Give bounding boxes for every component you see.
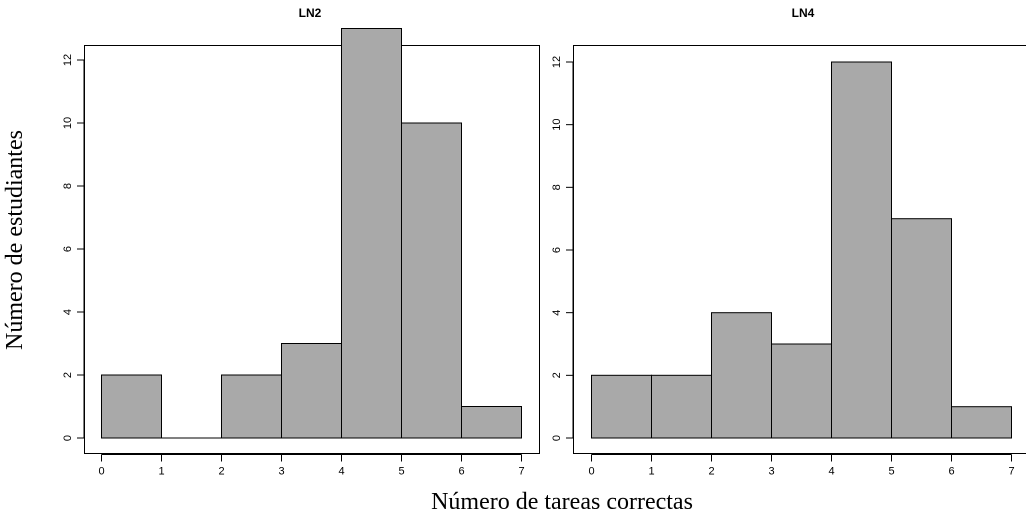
bars-ln2 — [101, 28, 522, 439]
x-tick-label: 5 — [398, 466, 404, 478]
x-tick-label: 6 — [948, 466, 954, 478]
x-tick-label: 4 — [338, 466, 344, 478]
y-tick-label: 10 — [551, 119, 563, 131]
y-tick-label: 8 — [62, 183, 74, 189]
x-tick-label: 0 — [98, 466, 104, 478]
x-tick-label: 6 — [458, 466, 464, 478]
histogram-bar — [461, 406, 522, 439]
x-axis-ln4: 0 1 2 3 4 5 6 7 — [588, 454, 1015, 478]
histogram-bar — [101, 374, 162, 439]
x-axis-ln2: 0 1 2 3 4 5 6 7 — [98, 454, 525, 478]
y-tick-label: 2 — [62, 372, 74, 378]
x-tick-label: 2 — [708, 466, 714, 478]
x-tick-label: 1 — [158, 466, 164, 478]
histogram-bar — [771, 343, 832, 439]
histogram-bar — [951, 406, 1012, 439]
x-tick-label: 4 — [828, 466, 834, 478]
histogram-bar — [281, 343, 342, 439]
histogram-bar — [831, 61, 892, 439]
histogram-bar — [711, 312, 772, 439]
y-tick-label: 12 — [62, 54, 74, 66]
y-axis-label: Número de estudiantes — [2, 130, 28, 350]
y-tick-label: 0 — [551, 435, 563, 441]
x-tick-label: 7 — [518, 466, 524, 478]
x-tick-label: 2 — [218, 466, 224, 478]
y-tick-label: 2 — [551, 372, 563, 378]
histogram-bar — [651, 374, 712, 439]
y-tick-label: 10 — [62, 117, 74, 129]
bars-ln4 — [591, 61, 1012, 439]
histogram-bar — [401, 122, 462, 439]
y-tick-label: 8 — [551, 184, 563, 190]
histogram-bar — [341, 28, 402, 439]
x-tick-label: 3 — [278, 466, 284, 478]
x-axis-label: Número de tareas correctas — [431, 489, 693, 515]
x-tick-label: 5 — [888, 466, 894, 478]
x-tick-label: 7 — [1008, 466, 1014, 478]
y-tick-label: 0 — [62, 435, 74, 441]
y-tick-label: 6 — [551, 247, 563, 253]
y-tick-label: 4 — [551, 310, 563, 316]
x-tick-label: 0 — [588, 466, 594, 478]
y-axis-ln2: 0 2 4 6 8 10 12 — [62, 54, 85, 441]
x-tick-label: 1 — [648, 466, 654, 478]
panel-title: LN2 — [299, 6, 322, 20]
x-tick-label: 3 — [768, 466, 774, 478]
y-tick-label: 12 — [551, 56, 563, 68]
histogram-bar — [591, 374, 652, 439]
y-axis-ln4: 0 2 4 6 8 10 12 — [551, 56, 574, 441]
y-tick-label: 4 — [62, 309, 74, 315]
y-tick-label: 6 — [62, 246, 74, 252]
histogram-bar — [891, 218, 952, 439]
panel-title: LN4 — [792, 6, 815, 20]
histogram-bar — [221, 374, 282, 439]
